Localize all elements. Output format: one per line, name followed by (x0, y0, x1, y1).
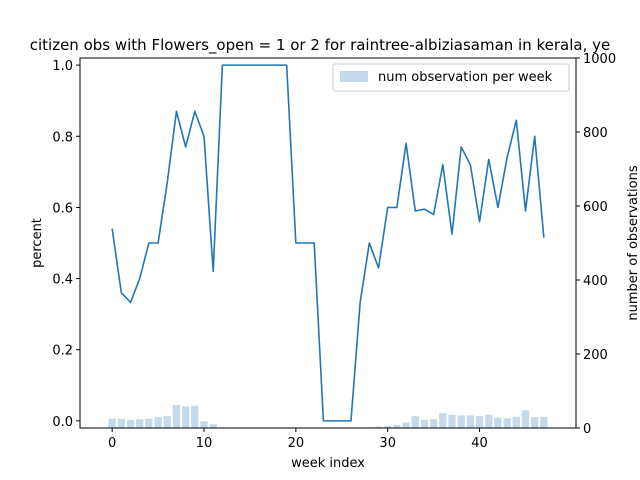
y-left-axis-label: percent (30, 218, 45, 268)
legend: num observation per week (332, 63, 570, 92)
bar (530, 416, 539, 428)
y-right-tick-label: 1000 (583, 52, 616, 67)
y-right-axis-ticks: 0 200 400 600 800 1000 (576, 52, 616, 437)
y-right-tick-label: 800 (583, 126, 608, 141)
plot-frame (79, 57, 577, 429)
line-series (111, 64, 545, 422)
bar (136, 419, 144, 428)
legend-box (332, 63, 570, 92)
percent-line (111, 64, 545, 422)
bar (411, 416, 419, 428)
bar (521, 410, 530, 428)
bar (393, 425, 401, 428)
y-left-axis-ticks: 0.0 0.2 0.4 0.6 0.8 1.0 (52, 59, 80, 430)
bar (200, 421, 208, 428)
bar (512, 416, 520, 428)
chart-title: citizen obs with Flowers_open = 1 or 2 f… (30, 36, 611, 55)
x-tick-label: 40 (471, 436, 488, 451)
bar (503, 418, 511, 428)
bar (117, 418, 126, 428)
bar (466, 415, 475, 428)
y-right-tick-label: 0 (583, 422, 591, 437)
bar (540, 416, 548, 428)
bar (163, 416, 171, 428)
x-tick-label: 0 (108, 436, 116, 451)
y-right-tick-label: 600 (583, 200, 608, 215)
bar (145, 418, 153, 428)
x-tick-label: 30 (379, 436, 396, 451)
y-left-tick-label: 1.0 (52, 59, 73, 74)
x-tick-label: 20 (288, 436, 305, 451)
bar (154, 416, 162, 428)
bar (384, 425, 392, 428)
bar (126, 419, 135, 428)
legend-entry: num observation per week (378, 70, 553, 85)
bar (494, 417, 502, 428)
x-tick-label: 10 (196, 436, 213, 451)
bar (457, 415, 465, 428)
bar (172, 405, 181, 428)
y-left-tick-label: 0.0 (52, 415, 73, 430)
bar (448, 414, 456, 428)
legend-swatch (340, 71, 368, 82)
y-right-axis-label: number of observations (626, 165, 640, 320)
x-axis-ticks: 0 10 20 30 40 (108, 428, 488, 451)
y-left-tick-label: 0.6 (52, 201, 73, 216)
bar (429, 419, 438, 428)
bar (485, 414, 493, 428)
bar (439, 413, 447, 428)
y-left-tick-label: 0.4 (52, 273, 73, 288)
bar (209, 424, 217, 428)
bar (108, 418, 116, 428)
x-axis-label: week index (291, 456, 365, 471)
y-left-tick-label: 0.8 (52, 130, 73, 145)
bar-series (108, 405, 548, 428)
bar (181, 406, 190, 428)
bar (374, 426, 383, 428)
bar (402, 422, 410, 428)
y-right-tick-label: 200 (583, 348, 608, 363)
y-left-tick-label: 0.2 (52, 344, 73, 359)
bar (475, 416, 484, 428)
y-right-tick-label: 400 (583, 274, 608, 289)
bar (420, 419, 429, 428)
bar (191, 405, 199, 428)
